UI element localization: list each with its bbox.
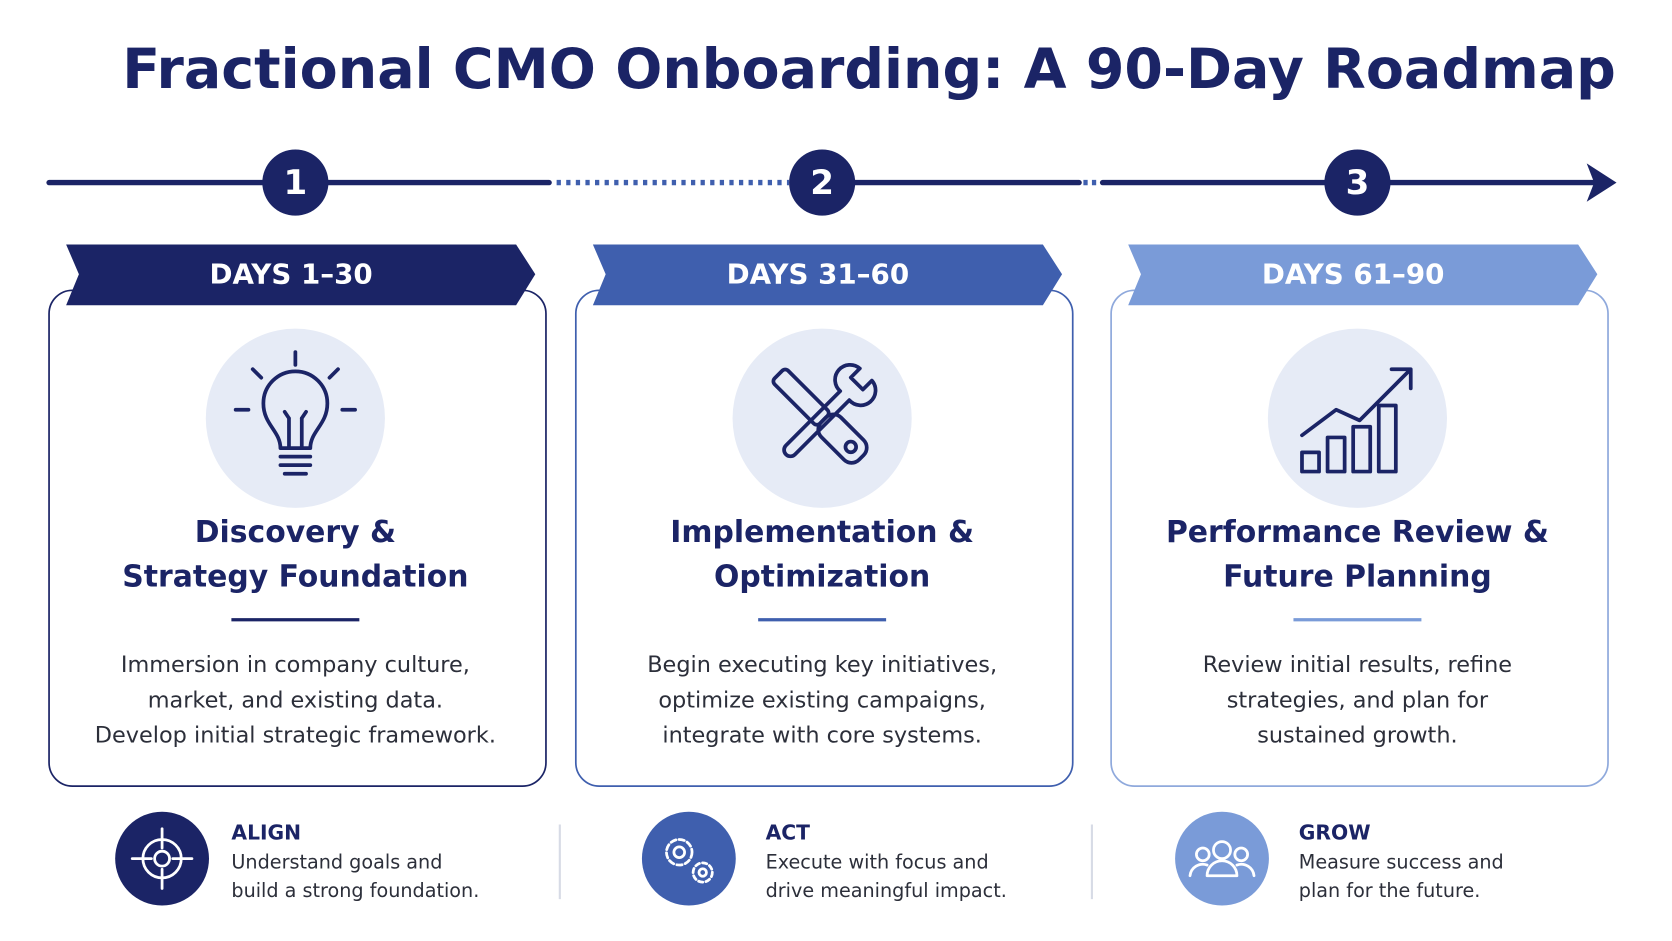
- bar: [1300, 450, 1321, 474]
- step-circle: [1324, 149, 1391, 216]
- act-icon: [641, 811, 736, 906]
- person: [1195, 846, 1211, 863]
- gear: [697, 867, 708, 878]
- tools-icon: [732, 328, 912, 508]
- align-icon: [115, 811, 209, 906]
- person: [1188, 862, 1209, 878]
- card-description: integrate with core systems.: [662, 723, 982, 749]
- person: [1205, 859, 1239, 878]
- step-circle: [262, 149, 329, 216]
- card-description: Review initial results, refine: [1203, 652, 1512, 678]
- icon-circle: [115, 811, 209, 906]
- card-description: optimize existing campaigns,: [658, 687, 986, 713]
- bar: [1351, 424, 1373, 474]
- card-description: strategies, and plan for: [1227, 687, 1489, 713]
- summary-text: Execute with focus and: [766, 850, 989, 873]
- card-description: Immersion in company culture,: [121, 652, 470, 678]
- bulb-detail: [278, 409, 313, 476]
- bulb: [261, 369, 330, 450]
- card-heading: Discovery &: [195, 515, 396, 550]
- crosshair: [130, 827, 194, 890]
- trend-arrow: [1300, 367, 1413, 438]
- ribbon-label: DAYS 31–60: [727, 257, 910, 290]
- summary-text: plan for the future.: [1299, 879, 1481, 902]
- lightbulb-icon: [205, 328, 385, 508]
- step-circle: [789, 149, 856, 216]
- grow-icon: [1175, 811, 1269, 906]
- card-heading: Implementation &: [670, 515, 974, 550]
- summary-text: Understand goals and: [231, 850, 442, 873]
- ribbon-label: DAYS 1–30: [209, 257, 372, 290]
- summary-text: drive meaningful impact.: [766, 879, 1007, 902]
- ribbon: [66, 244, 536, 306]
- card-description: Begin executing key initiatives,: [647, 652, 997, 678]
- step-number: 1: [284, 163, 308, 203]
- card-description: Develop initial strategic framework.: [95, 723, 496, 749]
- person: [1233, 846, 1249, 863]
- wrench: [782, 363, 878, 459]
- person: [1212, 840, 1232, 861]
- step-number: 3: [1346, 163, 1370, 203]
- gear: [665, 838, 694, 867]
- icon-circle: [641, 811, 736, 906]
- ribbon-label: DAYS 61–90: [1262, 257, 1445, 290]
- summary-label: GROW: [1299, 821, 1371, 845]
- card-heading: Strategy Foundation: [122, 560, 468, 595]
- card-heading: Optimization: [714, 560, 930, 595]
- summary-text: build a strong foundation.: [231, 879, 479, 902]
- person: [1235, 862, 1256, 878]
- growth-icon: [1267, 328, 1448, 508]
- ribbon: [592, 244, 1063, 306]
- step-number: 2: [810, 163, 834, 203]
- card-heading: Future Planning: [1223, 560, 1492, 595]
- title: Fractional CMO Onboarding: A 90-Day Road…: [122, 38, 1616, 102]
- gear: [691, 861, 714, 884]
- bar: [1376, 403, 1398, 474]
- bar: [1325, 435, 1347, 474]
- summary-label: ALIGN: [231, 821, 301, 845]
- timeline-arrow: [1586, 163, 1617, 202]
- bulb-rays: [233, 350, 357, 412]
- card-description: market, and existing data.: [148, 687, 443, 713]
- card-heading: Performance Review &: [1166, 515, 1549, 550]
- ribbon: [1128, 244, 1598, 306]
- icon-circle: [732, 328, 912, 508]
- handle-hole: [843, 439, 858, 455]
- card-description: sustained growth.: [1257, 723, 1457, 749]
- gear: [672, 845, 686, 859]
- icon-circle: [205, 328, 385, 508]
- handle: [816, 412, 869, 465]
- summary-label: ACT: [766, 821, 811, 845]
- target: [153, 849, 171, 868]
- cards: DAYS 1–30 1 Discovery & Strategy Foundation…: [48, 149, 1609, 902]
- summary-text: Measure success and: [1299, 850, 1504, 873]
